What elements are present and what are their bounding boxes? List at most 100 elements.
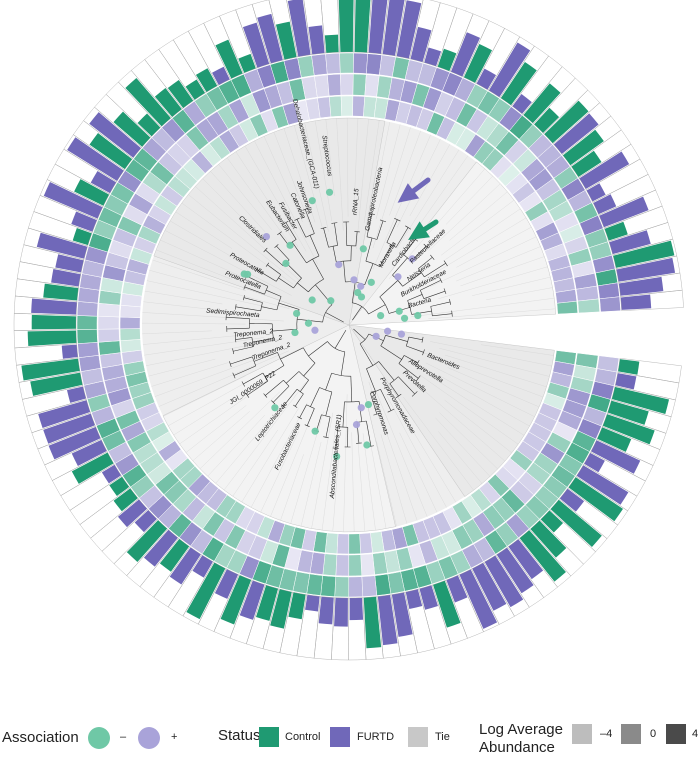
tip-guide: [403, 396, 474, 491]
association-dot: [363, 441, 371, 449]
tree-branch: [266, 289, 282, 297]
tree-arc: [443, 260, 448, 267]
tree-branch: [235, 306, 261, 312]
outer-bar: [354, 0, 371, 53]
tree-arc: [305, 233, 315, 238]
tree-branch: [398, 363, 419, 379]
outer-bar: [410, 26, 432, 63]
outer-bar: [476, 68, 497, 90]
tip-guide: [158, 350, 289, 407]
tree-arc: [373, 412, 381, 416]
association-negative-label: –: [120, 731, 127, 743]
tree-branch: [424, 263, 446, 278]
outer-bar: [113, 488, 138, 512]
association-dot: [308, 296, 316, 304]
tip-guide: [207, 415, 265, 477]
abundance-ring-cell: [76, 328, 98, 344]
tip-guide: [347, 118, 349, 217]
tip-guide: [146, 338, 284, 366]
tree-arc: [411, 391, 418, 397]
tip-guide: [353, 118, 359, 209]
tree-arc: [242, 295, 245, 301]
tree-branch: [403, 239, 416, 255]
tree-arc: [430, 254, 435, 260]
tip-guide: [154, 353, 271, 397]
outer-bar: [424, 47, 442, 67]
tip-guide: [372, 127, 411, 249]
abundance-ring-cell: [334, 576, 350, 598]
outer-bar: [89, 132, 133, 170]
tree-arc: [243, 284, 246, 290]
outer-bar: [113, 111, 151, 147]
tip-guide: [241, 408, 299, 503]
tree-branch: [265, 249, 284, 267]
outer-bar: [212, 66, 230, 86]
status-ring-cell: [360, 553, 375, 576]
tree-arc: [423, 243, 429, 249]
tree-arc: [405, 225, 412, 230]
tree-branch: [291, 241, 307, 264]
tree-branch: [380, 389, 392, 411]
outer-bar: [620, 294, 652, 310]
association-dot: [397, 330, 406, 338]
tip-guide: [449, 191, 508, 241]
status-ring-cell: [335, 554, 350, 577]
tree-branch: [280, 347, 304, 360]
tree-arc: [234, 336, 237, 343]
outer-bar: [446, 575, 468, 603]
tree-branch: [256, 269, 277, 282]
abundance-ring-cell: [311, 53, 328, 76]
tree-arc: [304, 424, 310, 427]
outer-bar: [238, 53, 256, 73]
tree-branch: [340, 351, 346, 376]
tree-arc: [263, 247, 268, 253]
association-dot: [243, 270, 252, 278]
tree-arc: [277, 231, 282, 236]
outer-bar: [550, 499, 602, 547]
abundance-ring-cell: [374, 573, 392, 596]
clade-sector: [348, 161, 556, 326]
tree-branch: [325, 312, 344, 323]
tip-guide: [362, 433, 376, 531]
outer-bar: [534, 107, 560, 133]
tree-branch: [312, 258, 324, 280]
tree-arc: [255, 267, 259, 272]
association-ring-cell: [340, 95, 354, 117]
status-control-label: Control: [285, 731, 321, 743]
abundance-mid-label: 0: [650, 728, 657, 740]
furtd-arrow-head: [397, 183, 420, 203]
tree-arc: [306, 255, 320, 264]
tree-arc: [365, 260, 381, 267]
outer-bar: [496, 547, 534, 594]
tip-guide: [343, 394, 348, 532]
outer-bar: [72, 227, 92, 246]
outer-bar: [419, 585, 438, 610]
outer-bar: [512, 94, 532, 114]
outer-bar: [101, 464, 122, 484]
tree-branch: [351, 282, 356, 303]
tip-guide: [144, 337, 265, 356]
association-ring-cell: [120, 339, 142, 353]
tip-guide: [156, 249, 232, 280]
outer-bar: [396, 0, 422, 59]
tree-branch: [430, 301, 451, 307]
tree-arc: [296, 388, 304, 395]
tree-arc: [241, 381, 246, 387]
outer-bar: [562, 129, 604, 166]
tip-guide: [273, 132, 312, 228]
association-dot: [293, 309, 301, 318]
status-control-swatch: [259, 727, 279, 747]
tree-branch: [418, 257, 433, 269]
tip-guide: [438, 374, 530, 427]
tree-branch: [230, 356, 253, 365]
tip-guide: [144, 290, 223, 305]
status-tie-swatch: [408, 727, 428, 747]
outer-bar: [405, 589, 423, 610]
status-ring-cell: [327, 73, 342, 97]
outer-bar: [391, 592, 413, 637]
tree-branch: [365, 237, 373, 262]
tree-branch: [404, 355, 418, 364]
tree-arc: [293, 404, 298, 408]
legend: Association – + Status Control FURTD Tie…: [0, 712, 700, 779]
tree-branch: [345, 221, 348, 246]
